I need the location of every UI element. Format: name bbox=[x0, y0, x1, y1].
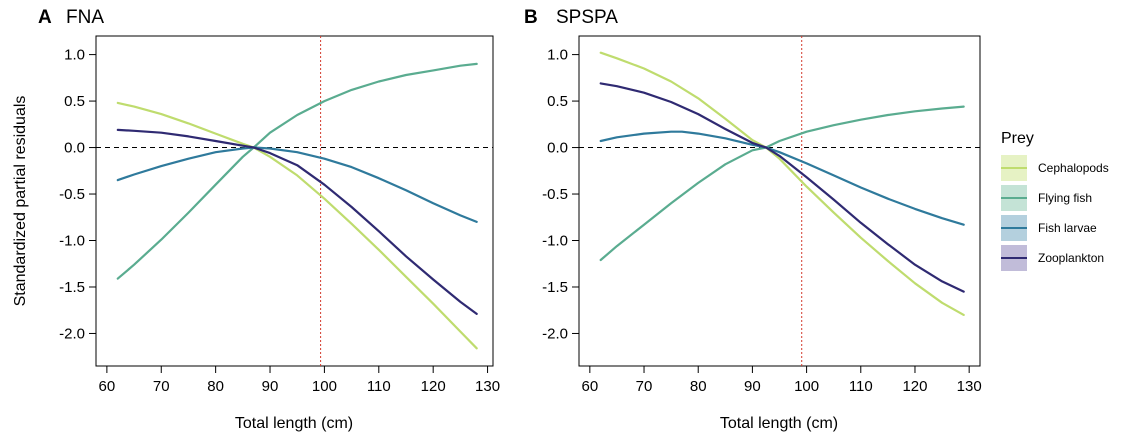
panel-a-x-tick-label-90: 90 bbox=[262, 378, 279, 395]
panel-b-y-tick-label-2-0: -2.0 bbox=[542, 325, 568, 342]
panel-b-series-line-cephalopods bbox=[599, 51, 965, 316]
panel-b-x-tick-label-120: 120 bbox=[902, 378, 927, 395]
panel-a-x-tick-label-80: 80 bbox=[207, 378, 224, 395]
panel-a-y-tick-label-0-5: -0.5 bbox=[59, 186, 85, 203]
panel-a-series-line-zooplankton bbox=[116, 128, 478, 315]
panel-a-x-tick-label-60: 60 bbox=[99, 378, 116, 395]
panel-b-y-tick-label-1-5: -1.5 bbox=[542, 279, 568, 296]
panel-a-y-tick-label-1-5: -1.5 bbox=[59, 279, 85, 296]
panel-b-y-tick-label-0-5: -0.5 bbox=[542, 186, 568, 203]
panel-a-title: FNA bbox=[66, 7, 104, 28]
panel-b: B SPSPA 60 70 80 90 100 110 120 130 -2.0 -1.5 -1.0… bbox=[524, 7, 982, 432]
panel-a-x-tick-label-120: 120 bbox=[421, 378, 446, 395]
panel-b-x-tick-label-60: 60 bbox=[581, 378, 598, 395]
panel-b-title: SPSPA bbox=[556, 7, 618, 28]
panel-a-x-tick-label-100: 100 bbox=[312, 378, 337, 395]
legend-item-zooplankton: Zooplankton bbox=[1001, 245, 1104, 271]
legend-item-cephalopods: Cephalopods bbox=[1001, 155, 1109, 181]
panel-b-x-tick-label-110: 110 bbox=[849, 378, 873, 395]
panel-b-y-tick-label-0-0: 0.0 bbox=[547, 140, 568, 157]
panel-a-y-axis-title: Standardized partial residuals bbox=[12, 96, 29, 307]
legend-label-flying-fish: Flying fish bbox=[1038, 191, 1092, 205]
panel-a-x-tick-label-110: 110 bbox=[367, 378, 391, 395]
panel-a-y-tick-label-1-0: -1.0 bbox=[59, 233, 85, 250]
panel-a-x-axis-title: Total length (cm) bbox=[235, 415, 353, 432]
panel-b-x-tick-label-130: 130 bbox=[957, 378, 982, 395]
legend-item-fish-larvae: Fish larvae bbox=[1001, 215, 1097, 241]
panel-a-series-line-fish-larvae bbox=[116, 146, 478, 223]
legend-label-zooplankton: Zooplankton bbox=[1038, 251, 1104, 265]
legend-title: Prey bbox=[1001, 130, 1034, 147]
panel-b-series-line-zooplankton bbox=[599, 82, 965, 293]
panel-b-x-tick-label-100: 100 bbox=[794, 378, 819, 395]
panel-b-plot-area: 60 70 80 90 100 110 120 130 -2.0 -1.5 -1.0 -0.5 0.0 0… bbox=[542, 36, 982, 395]
panel-a-y-tick-label-2-0: -2.0 bbox=[59, 325, 85, 342]
panel-b-y-tick-label-1-0: 1.0 bbox=[547, 47, 568, 64]
panel-a-x-tick-label-70: 70 bbox=[153, 378, 170, 395]
panel-b-series-line-flying-fish bbox=[599, 105, 965, 262]
legend: Prey Cephalopods Flying fish Fish larvae… bbox=[1001, 130, 1109, 271]
panel-b-y-tick-label-1-0: -1.0 bbox=[542, 233, 568, 250]
panel-a-y-tick-label-0-5: 0.5 bbox=[64, 93, 85, 110]
panel-b-y-tick-label-0-5: 0.5 bbox=[547, 93, 568, 110]
panel-b-frame bbox=[578, 35, 981, 367]
panel-a-y-tick-label-0-0: 0.0 bbox=[64, 140, 85, 157]
panel-a-series-line-cephalopods bbox=[116, 101, 478, 350]
panel-a-label: A bbox=[38, 7, 52, 28]
panel-b-series-line-fish-larvae bbox=[599, 130, 965, 226]
panel-a-series-line-flying-fish bbox=[116, 62, 478, 280]
panel-a: A FNA 60 70 80 90 100 110 120 130 -2.0 -1.5 -1.0 -0… bbox=[12, 7, 500, 432]
panel-b-x-tick-label-90: 90 bbox=[744, 378, 761, 395]
panel-b-x-axis-title: Total length (cm) bbox=[720, 415, 838, 432]
legend-label-cephalopods: Cephalopods bbox=[1038, 161, 1109, 175]
legend-label-fish-larvae: Fish larvae bbox=[1038, 221, 1097, 235]
panel-a-x-tick-label-130: 130 bbox=[475, 378, 500, 395]
panel-b-x-tick-label-80: 80 bbox=[690, 378, 707, 395]
panel-a-y-tick-label-1-0: 1.0 bbox=[64, 47, 85, 64]
panel-a-plot-area: 60 70 80 90 100 110 120 130 -2.0 -1.5 -1.0 -0.5 0.0 0… bbox=[59, 36, 500, 395]
legend-item-flying-fish: Flying fish bbox=[1001, 185, 1092, 211]
panel-b-label: B bbox=[524, 7, 538, 28]
panel-b-x-tick-label-70: 70 bbox=[636, 378, 653, 395]
panel-a-frame bbox=[95, 35, 494, 367]
